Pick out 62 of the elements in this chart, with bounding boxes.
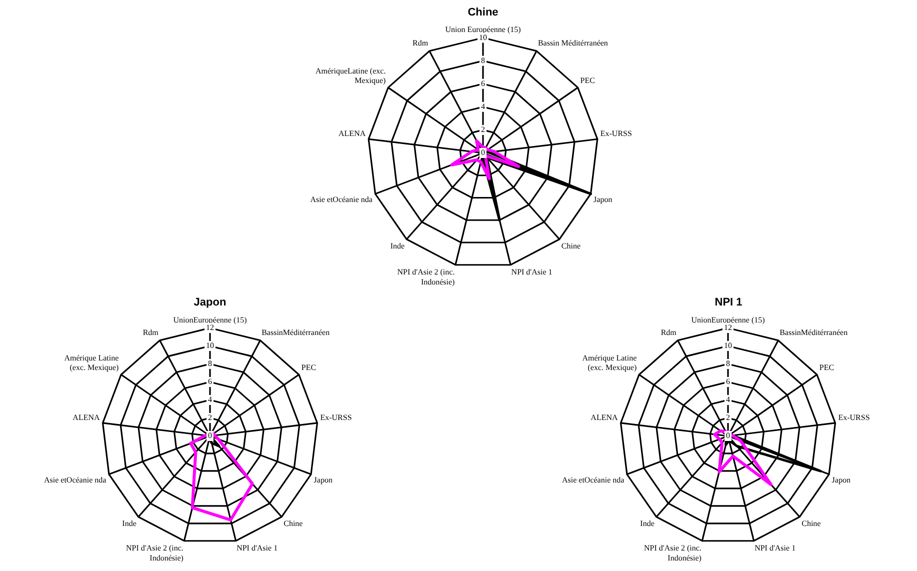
spoke-label: Asie etOcéanie nda <box>310 194 373 204</box>
y-tick-label: 12 <box>724 323 732 332</box>
spoke-label: Chine <box>561 241 581 250</box>
y-tick-label: 4 <box>726 395 730 404</box>
y-tick-label: 12 <box>206 323 214 332</box>
spoke-label: NPI d'Asie 1 <box>236 544 278 553</box>
spoke-label: Ex-URSS <box>838 412 870 422</box>
spoke-label: Japon <box>314 475 332 484</box>
y-tick-label: 6 <box>208 377 212 386</box>
spoke-label: AmériqueLatine (exc. Mexique) <box>316 66 386 86</box>
spoke-label: BassinMéditérranéen <box>262 328 330 337</box>
spoke-label: NPI d'Asie 1 <box>754 544 796 553</box>
spoke-label: Amérique Latine (exc. Mexique) <box>582 354 638 372</box>
y-tick-label: 8 <box>208 359 212 368</box>
spoke-label: Inde <box>122 519 137 528</box>
spoke-label: Ex-URSS <box>600 129 632 138</box>
spoke-label: UnionEuropéenne (15) <box>173 315 248 324</box>
spoke-label: Rdm <box>660 328 678 337</box>
spoke-label: PEC <box>301 363 316 372</box>
y-tick-label: 8 <box>481 56 485 65</box>
chart-title: Japon <box>194 296 226 309</box>
y-tick-label: 0 <box>481 148 485 158</box>
spoke-label: Union Européenne (15) <box>445 25 522 34</box>
spoke-label: ALENA <box>72 412 100 422</box>
chart-title: Chine <box>468 6 498 19</box>
y-tick-label: 6 <box>726 377 730 386</box>
spoke-label: PEC <box>580 76 595 86</box>
spoke-label: Inde <box>390 241 406 250</box>
y-tick-label: 4 <box>208 395 212 404</box>
y-tick-label: 2 <box>208 413 212 422</box>
spoke-label: Ex-URSS <box>320 412 352 422</box>
spoke-label: ALENA <box>590 412 618 422</box>
spoke-label: Japon <box>594 194 612 204</box>
spoke-label: Rdm <box>412 38 429 48</box>
y-tick-label: 8 <box>726 359 730 368</box>
y-tick-label: 2 <box>726 413 730 422</box>
spoke-label: BassinMéditérranéen <box>780 328 848 337</box>
spoke-label: NPI d'Asie 2 (inc. Indonésie) <box>126 544 184 562</box>
y-tick-label: 0 <box>726 431 730 440</box>
spoke-label: NPI d'Asie 2 (inc. Indonésie) <box>644 544 702 562</box>
y-tick-label: 6 <box>481 78 485 88</box>
spoke-label: Rdm <box>142 328 160 337</box>
y-tick-label: 2 <box>481 125 485 134</box>
chart-title: NPI 1 <box>714 296 742 309</box>
spoke-label: Asie etOcéanie nda <box>44 475 107 484</box>
spoke-label: PEC <box>819 363 834 372</box>
y-tick-label: 10 <box>479 32 487 42</box>
y-tick-label: 4 <box>481 102 485 111</box>
spoke-label: UnionEuropéenne (15) <box>691 315 766 324</box>
spoke-label: ALENA <box>338 129 366 138</box>
spoke-label: Chine <box>802 519 822 528</box>
spoke-label: NPI d'Asie 2 (inc. Indonésie) <box>397 268 456 286</box>
y-tick-label: 0 <box>208 431 212 440</box>
spoke-label: Bassin Méditérranéen <box>538 38 608 48</box>
spoke-label: Asie etOcéanie nda <box>562 475 625 484</box>
spoke-label: Chine <box>284 519 304 528</box>
spoke-label: Japon <box>832 475 850 484</box>
spoke-label: NPI d'Asie 1 <box>511 268 552 277</box>
spoke-label: Inde <box>640 519 655 528</box>
y-tick-label: 10 <box>724 341 732 350</box>
y-tick-label: 10 <box>206 341 214 350</box>
spoke-label: Amérique Latine (exc. Mexique) <box>64 354 120 372</box>
